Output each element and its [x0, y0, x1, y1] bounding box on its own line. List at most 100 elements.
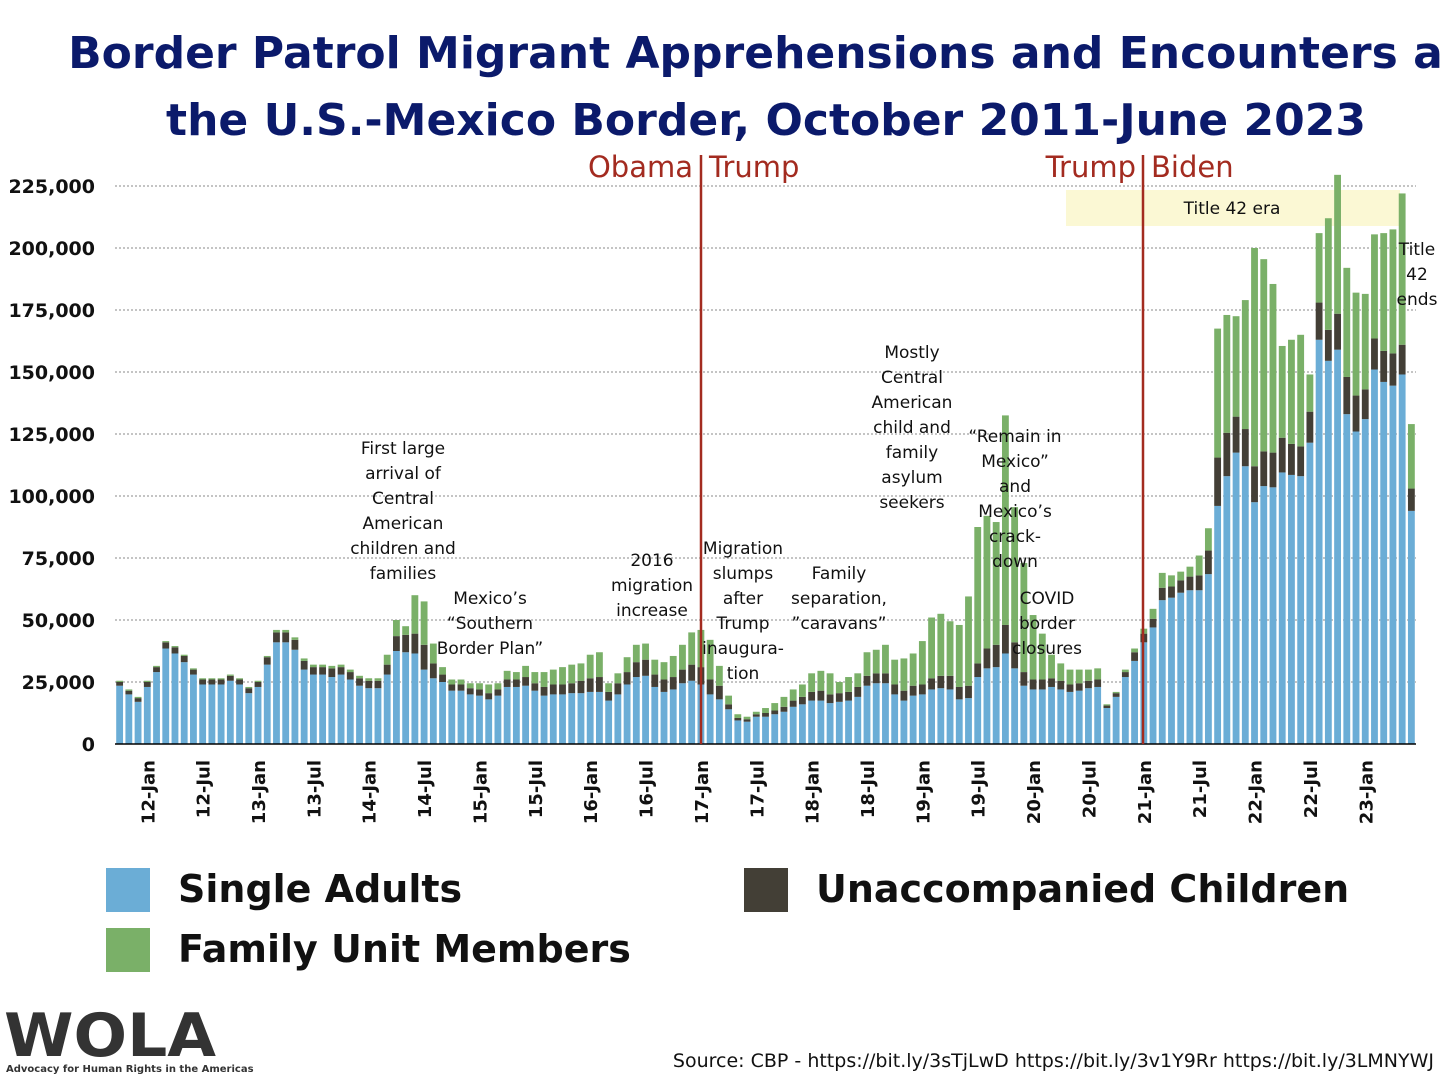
- bar-unaccompanied-children: [1204, 550, 1212, 575]
- x-tick-label: 13-Jan: [249, 760, 270, 824]
- bar-unaccompanied-children: [356, 678, 363, 686]
- bar-single-adults: [928, 689, 935, 744]
- bar-unaccompanied-children: [1278, 437, 1286, 473]
- bar-single-adults: [1334, 349, 1341, 744]
- bar-unaccompanied-children: [688, 664, 696, 681]
- bar-unaccompanied-children: [411, 633, 419, 654]
- bar-unaccompanied-children: [706, 679, 714, 695]
- bar-family-units: [1398, 193, 1406, 345]
- bar-single-adults: [937, 688, 945, 744]
- bar-family-units: [937, 613, 945, 676]
- legend-swatch-single-adults: [106, 868, 150, 912]
- bar-family-units: [1103, 704, 1111, 706]
- bar-single-adults: [1103, 708, 1111, 744]
- source-note: Source: CBP - https://bit.ly/3sTjLwD htt…: [673, 1050, 1434, 1072]
- bar-single-adults: [1361, 419, 1369, 744]
- bar-unaccompanied-children: [429, 663, 437, 679]
- bar-family-units: [457, 679, 465, 685]
- bar-family-units: [706, 639, 714, 680]
- bar-family-units: [835, 682, 843, 694]
- bar-single-adults: [706, 694, 714, 744]
- bar-unaccompanied-children: [1315, 302, 1323, 340]
- bar-family-units: [1278, 345, 1286, 438]
- bar-single-adults: [337, 674, 345, 744]
- bar-family-units: [512, 672, 520, 680]
- x-tick-label: 19-Jan: [913, 760, 934, 824]
- bar-family-units: [143, 680, 151, 682]
- bar-family-units: [983, 515, 991, 649]
- bar-family-units: [429, 643, 437, 664]
- bar-single-adults: [254, 686, 262, 744]
- bar-family-units: [1306, 374, 1314, 412]
- bar-single-adults: [1214, 505, 1222, 744]
- bar-single-adults: [217, 684, 225, 744]
- bar-unaccompanied-children: [1075, 683, 1083, 691]
- bar-single-adults: [1315, 339, 1323, 744]
- bar-unaccompanied-children: [1223, 432, 1231, 477]
- bar-single-adults: [1269, 487, 1277, 744]
- x-tick-label: 18-Jan: [803, 760, 824, 824]
- x-tick-label: 21-Jul: [1190, 760, 1211, 818]
- bar-single-adults: [282, 642, 290, 744]
- bar-single-adults: [171, 653, 179, 744]
- bar-single-adults: [503, 686, 511, 744]
- bar-unaccompanied-children: [965, 685, 972, 699]
- bar-unaccompanied-children: [1389, 353, 1397, 386]
- bar-unaccompanied-children: [365, 680, 373, 689]
- bar-family-units: [540, 672, 548, 687]
- bar-single-adults: [808, 700, 816, 744]
- annotation: Title 42 ends: [1397, 240, 1438, 310]
- bar-single-adults: [199, 684, 207, 744]
- bar-family-units: [1334, 174, 1341, 314]
- bar-single-adults: [466, 694, 474, 744]
- bar-single-adults: [531, 690, 539, 744]
- bar-single-adults: [1066, 691, 1074, 744]
- era-label-biden: Biden: [1151, 150, 1234, 184]
- bar-unaccompanied-children: [383, 664, 391, 675]
- bar-unaccompanied-children: [282, 632, 290, 643]
- bar-single-adults: [162, 648, 170, 744]
- bar-unaccompanied-children: [642, 659, 649, 676]
- bar-single-adults: [577, 693, 585, 744]
- x-tick-label: 20-Jul: [1079, 760, 1100, 818]
- bar-family-units: [679, 644, 686, 670]
- bar-family-units: [752, 711, 760, 715]
- annotations: First large arrival of Central American chil…: [350, 240, 1437, 684]
- bar-family-units: [688, 632, 696, 665]
- bar-single-adults: [393, 651, 400, 744]
- era-label-obama: Obama: [588, 150, 693, 184]
- bar-unaccompanied-children: [116, 682, 124, 686]
- bar-unaccompanied-children: [1158, 587, 1166, 601]
- bar-family-units: [798, 684, 806, 697]
- bar-family-units: [1158, 572, 1166, 588]
- bar-single-adults: [1371, 369, 1378, 744]
- bars: [116, 174, 1415, 744]
- bar-single-adults: [817, 700, 825, 744]
- bar-family-units: [476, 683, 483, 690]
- bar-family-units: [577, 663, 585, 681]
- bar-single-adults: [1380, 381, 1388, 744]
- bar-single-adults: [226, 680, 234, 744]
- bar-single-adults: [1306, 442, 1314, 744]
- bar-unaccompanied-children: [171, 647, 179, 654]
- bar-single-adults: [559, 694, 566, 744]
- bar-single-adults: [1112, 696, 1120, 744]
- bar-unaccompanied-children: [992, 644, 1000, 668]
- bar-unaccompanied-children: [273, 632, 280, 643]
- bar-unaccompanied-children: [1038, 679, 1046, 690]
- bar-unaccompanied-children: [319, 667, 327, 675]
- bar-unaccompanied-children: [946, 675, 954, 690]
- bar-unaccompanied-children: [125, 690, 133, 695]
- bar-single-adults: [955, 699, 963, 744]
- x-tick-label: 19-Jul: [969, 760, 990, 818]
- bar-family-units: [1131, 648, 1138, 653]
- bar-single-adults: [918, 694, 926, 744]
- bar-unaccompanied-children: [715, 685, 723, 700]
- bar-family-units: [1001, 415, 1009, 625]
- x-tick-label: 22-Jan: [1246, 760, 1267, 824]
- bar-single-adults: [1085, 688, 1092, 744]
- bar-single-adults: [743, 721, 751, 744]
- bar-family-units: [725, 695, 733, 705]
- bar-single-adults: [402, 652, 410, 744]
- bar-family-units: [485, 684, 493, 694]
